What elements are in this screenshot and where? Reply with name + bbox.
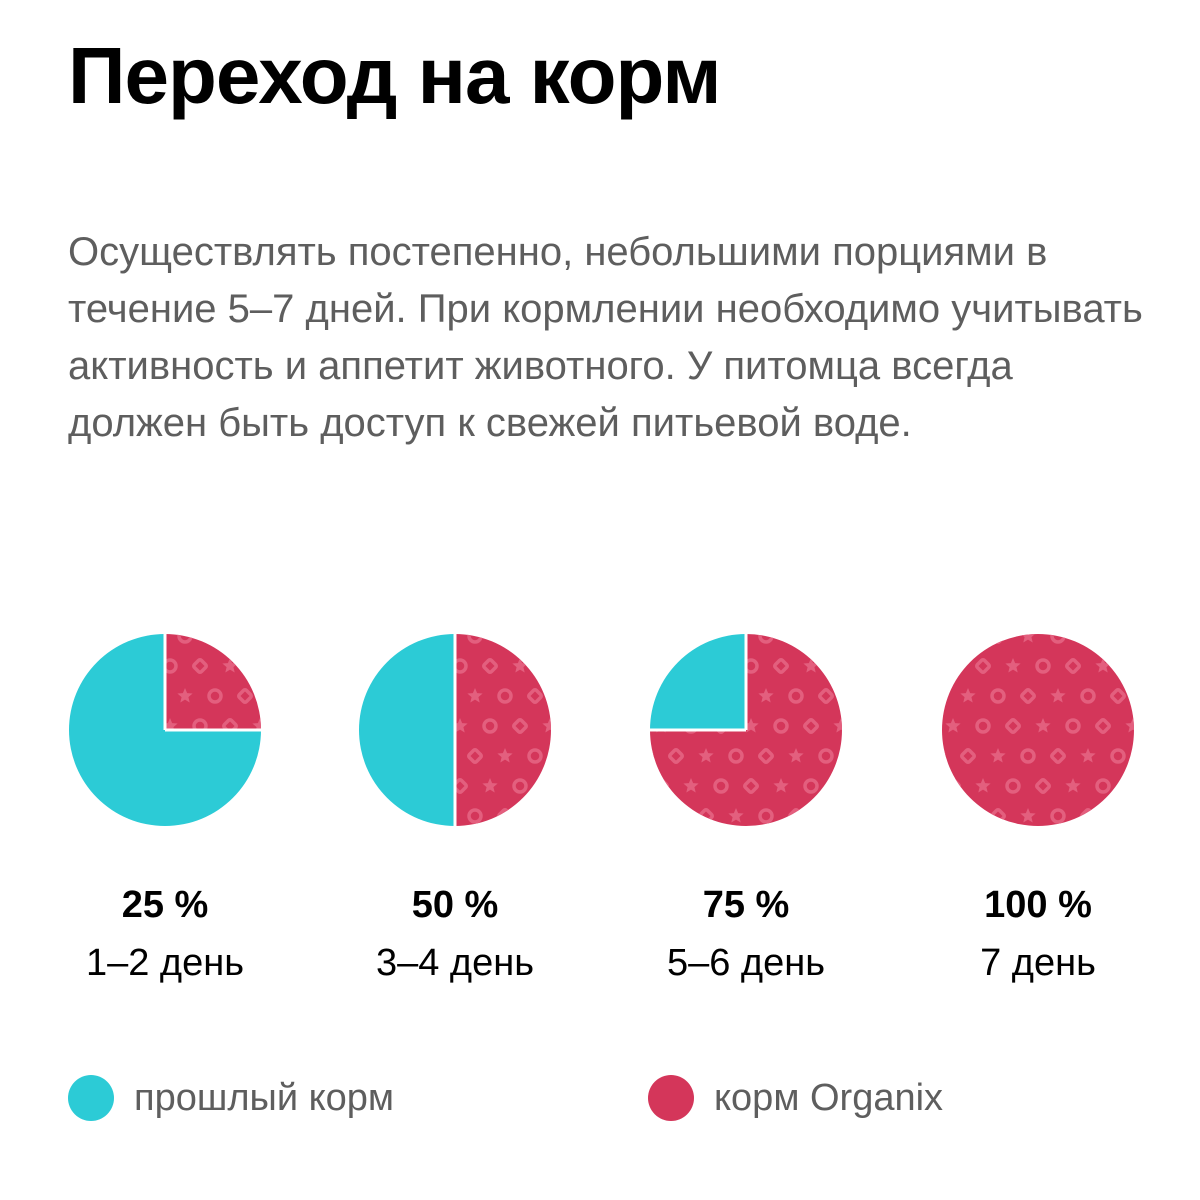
days-label: 1–2 день (85, 942, 245, 984)
description-text: Осуществлять постепенно, небольшими порц… (68, 230, 1143, 445)
pie-chart (942, 634, 1134, 826)
days-label: 5–6 день (666, 942, 826, 984)
pie-chart (69, 634, 261, 826)
chart-item-4: 100 % 7 день (888, 620, 1188, 1000)
legend-label: корм Organix (714, 1077, 944, 1119)
legend-item-previous-food: прошлый корм (68, 1068, 394, 1128)
legend-swatch-organix-food (648, 1075, 694, 1121)
percent-label: 50 % (411, 884, 499, 926)
chart-item-2: 50 % 3–4 день (305, 620, 605, 1000)
chart-item-3: 75 % 5–6 день (596, 620, 896, 1000)
chart-item-1: 25 % 1–2 день (15, 620, 315, 1000)
legend-label: прошлый корм (134, 1077, 395, 1119)
percent-label: 75 % (702, 884, 790, 926)
pie-chart (650, 634, 842, 826)
pie-slice-previous-food (650, 634, 746, 730)
days-label: 3–4 день (375, 942, 535, 984)
percent-label: 25 % (121, 884, 209, 926)
pie-slice-organix-food (942, 634, 1134, 826)
percent-label: 100 % (984, 884, 1092, 926)
pie-slice-previous-food (359, 634, 455, 826)
days-label: 7 день (980, 942, 1096, 984)
pie-chart (359, 634, 551, 826)
page-title: Переход на корм (68, 31, 721, 120)
charts-row: 25 % 1–2 день 50 % 3–4 день 75 % 5–6 ден… (0, 620, 1200, 1000)
legend-swatch-previous-food (68, 1075, 114, 1121)
legend-item-organix-food: корм Organix (648, 1068, 943, 1128)
